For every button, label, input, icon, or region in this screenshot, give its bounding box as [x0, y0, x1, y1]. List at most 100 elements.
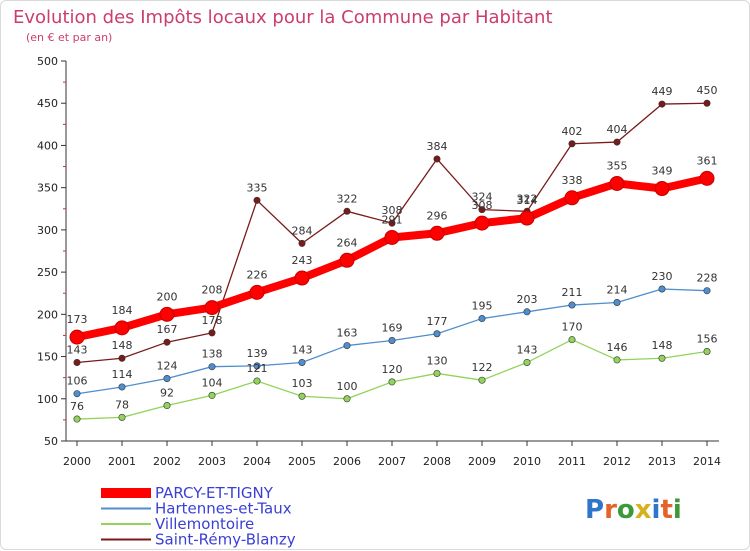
data-point [69, 329, 85, 345]
data-point [384, 229, 400, 245]
y-tick-label: 200 [37, 308, 58, 321]
data-label: 169 [382, 322, 403, 335]
data-label: 404 [607, 123, 628, 136]
data-label: 177 [427, 315, 448, 328]
labels-parcy-et-tigny: 173 184 200 208 226 243 264 291 296 308 314 338 355 3… [67, 154, 718, 326]
data-label: 92 [160, 387, 174, 400]
legend-label: Saint-Rémy-Blanzy [155, 531, 296, 549]
data-label: 138 [202, 348, 223, 361]
data-point [478, 315, 486, 323]
data-point [343, 342, 351, 350]
data-point [298, 358, 306, 366]
x-tick-label: 2002 [153, 455, 181, 468]
data-label: 148 [652, 339, 673, 352]
legend-item: PARCY-ET-TIGNY [101, 484, 274, 502]
data-point [163, 375, 171, 383]
data-point [249, 284, 265, 300]
legend: PARCY-ET-TIGNYHartennes-et-TauxVillemont… [101, 484, 296, 549]
data-label: 338 [562, 174, 583, 187]
data-label: 296 [427, 209, 448, 222]
logo-letter: P [585, 495, 604, 525]
data-point [613, 299, 621, 307]
series-parcy-et-tigny [69, 170, 715, 345]
y-tick-label: 250 [37, 266, 58, 279]
data-point [294, 270, 310, 286]
chart-subtitle: (en € et par an) [26, 31, 112, 44]
data-point [253, 362, 261, 370]
labels-villemontoire: 76 78 92 104 121 103 100 120 130 122 143 170 146 148 1… [70, 321, 718, 413]
data-point [564, 190, 580, 206]
data-label: 120 [382, 363, 403, 376]
data-point [388, 378, 396, 386]
data-label: 143 [67, 343, 88, 356]
x-tick-label: 2009 [468, 455, 496, 468]
x-tick-label: 2014 [693, 455, 721, 468]
data-point [388, 219, 396, 227]
x-tick-label: 2005 [288, 455, 316, 468]
data-label: 361 [697, 154, 718, 167]
data-point [699, 170, 715, 186]
data-label: 264 [337, 236, 358, 249]
logo-letter: t [660, 495, 672, 525]
data-label: 148 [112, 339, 133, 352]
data-label: 156 [697, 332, 718, 345]
data-point [204, 300, 220, 316]
data-label: 228 [697, 272, 718, 285]
data-point [429, 225, 445, 241]
y-tick-label: 100 [37, 393, 58, 406]
x-tick-label: 2008 [423, 455, 451, 468]
data-point [298, 239, 306, 247]
labels-hartennes-et-taux: 106 114 124 138 139 143 163 169 177 195 203 211 214 2… [67, 270, 718, 388]
data-point [253, 196, 261, 204]
y-tick-label: 350 [37, 182, 58, 195]
legend-item: Saint-Rémy-Blanzy [101, 531, 296, 549]
data-label: 243 [292, 254, 313, 267]
series-layer: 173 184 200 208 226 243 264 291 296 308 314 338 355 3… [67, 84, 718, 423]
data-label: 100 [337, 380, 358, 393]
y-tick-label: 450 [37, 97, 58, 110]
data-point [73, 390, 81, 398]
data-point [118, 354, 126, 362]
x-tick-label: 2006 [333, 455, 361, 468]
data-label: 130 [427, 354, 448, 367]
data-point [658, 100, 666, 108]
data-point [658, 285, 666, 293]
data-label: 122 [472, 361, 493, 374]
y-tick-label: 150 [37, 351, 58, 364]
chart-title: Evolution des Impôts locaux pour la Comm… [13, 7, 553, 28]
series-villemontoire [73, 336, 711, 423]
data-point [208, 391, 216, 399]
data-label: 146 [607, 341, 628, 354]
data-point [163, 338, 171, 346]
series-hartennes-et-taux [73, 285, 711, 398]
data-point [118, 413, 126, 421]
data-label: 78 [115, 398, 129, 411]
data-point [703, 287, 711, 295]
data-label: 178 [202, 314, 223, 327]
legend-label: Hartennes-et-Taux [155, 500, 292, 518]
data-label: 384 [427, 140, 448, 153]
x-tick-label: 2012 [603, 455, 631, 468]
data-point [703, 99, 711, 107]
labels-saint-r-my-blanzy: 143 148 167 178 335 284 322 308 384 324 322 402 404 4… [67, 84, 718, 356]
legend-item: Hartennes-et-Taux [101, 500, 292, 518]
data-label: 103 [292, 377, 313, 390]
x-tick-label: 2007 [378, 455, 406, 468]
logo-letter: o [617, 495, 635, 525]
data-label: 163 [337, 327, 358, 340]
data-point [433, 155, 441, 163]
y-tick-label: 300 [37, 224, 58, 237]
x-tick-label: 2013 [648, 455, 676, 468]
data-label: 314 [517, 194, 538, 207]
data-point [613, 356, 621, 364]
x-tick-label: 2004 [243, 455, 271, 468]
x-tick-label: 2011 [558, 455, 586, 468]
logo-letter: r [604, 495, 617, 525]
data-label: 284 [292, 224, 313, 237]
data-point [343, 395, 351, 403]
data-label: 203 [517, 293, 538, 306]
y-tick-label: 400 [37, 139, 58, 152]
legend-label: Villemontoire [155, 515, 254, 533]
data-label: 230 [652, 270, 673, 283]
